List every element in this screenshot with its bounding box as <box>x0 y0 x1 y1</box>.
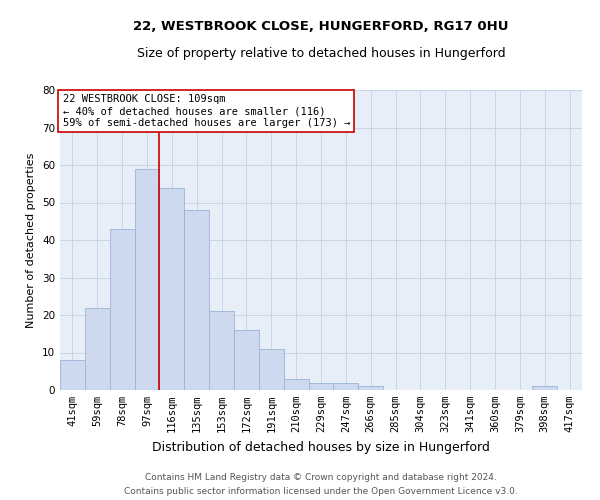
Text: 22 WESTBROOK CLOSE: 109sqm
← 40% of detached houses are smaller (116)
59% of sem: 22 WESTBROOK CLOSE: 109sqm ← 40% of deta… <box>62 94 350 128</box>
Bar <box>184 210 209 390</box>
Bar <box>85 308 110 390</box>
Bar <box>110 229 134 390</box>
Bar <box>160 188 184 390</box>
Text: 22, WESTBROOK CLOSE, HUNGERFORD, RG17 0HU: 22, WESTBROOK CLOSE, HUNGERFORD, RG17 0H… <box>133 20 509 33</box>
Bar <box>284 379 308 390</box>
Bar <box>60 360 85 390</box>
Y-axis label: Number of detached properties: Number of detached properties <box>26 152 37 328</box>
Bar <box>308 382 334 390</box>
Bar <box>334 382 358 390</box>
Bar <box>134 169 160 390</box>
Bar <box>209 311 234 390</box>
Text: Size of property relative to detached houses in Hungerford: Size of property relative to detached ho… <box>137 48 505 60</box>
Bar <box>259 349 284 390</box>
Bar <box>234 330 259 390</box>
Bar <box>358 386 383 390</box>
Text: Contains HM Land Registry data © Crown copyright and database right 2024.: Contains HM Land Registry data © Crown c… <box>145 473 497 482</box>
Text: Contains public sector information licensed under the Open Government Licence v3: Contains public sector information licen… <box>124 486 518 496</box>
X-axis label: Distribution of detached houses by size in Hungerford: Distribution of detached houses by size … <box>152 440 490 454</box>
Bar <box>532 386 557 390</box>
